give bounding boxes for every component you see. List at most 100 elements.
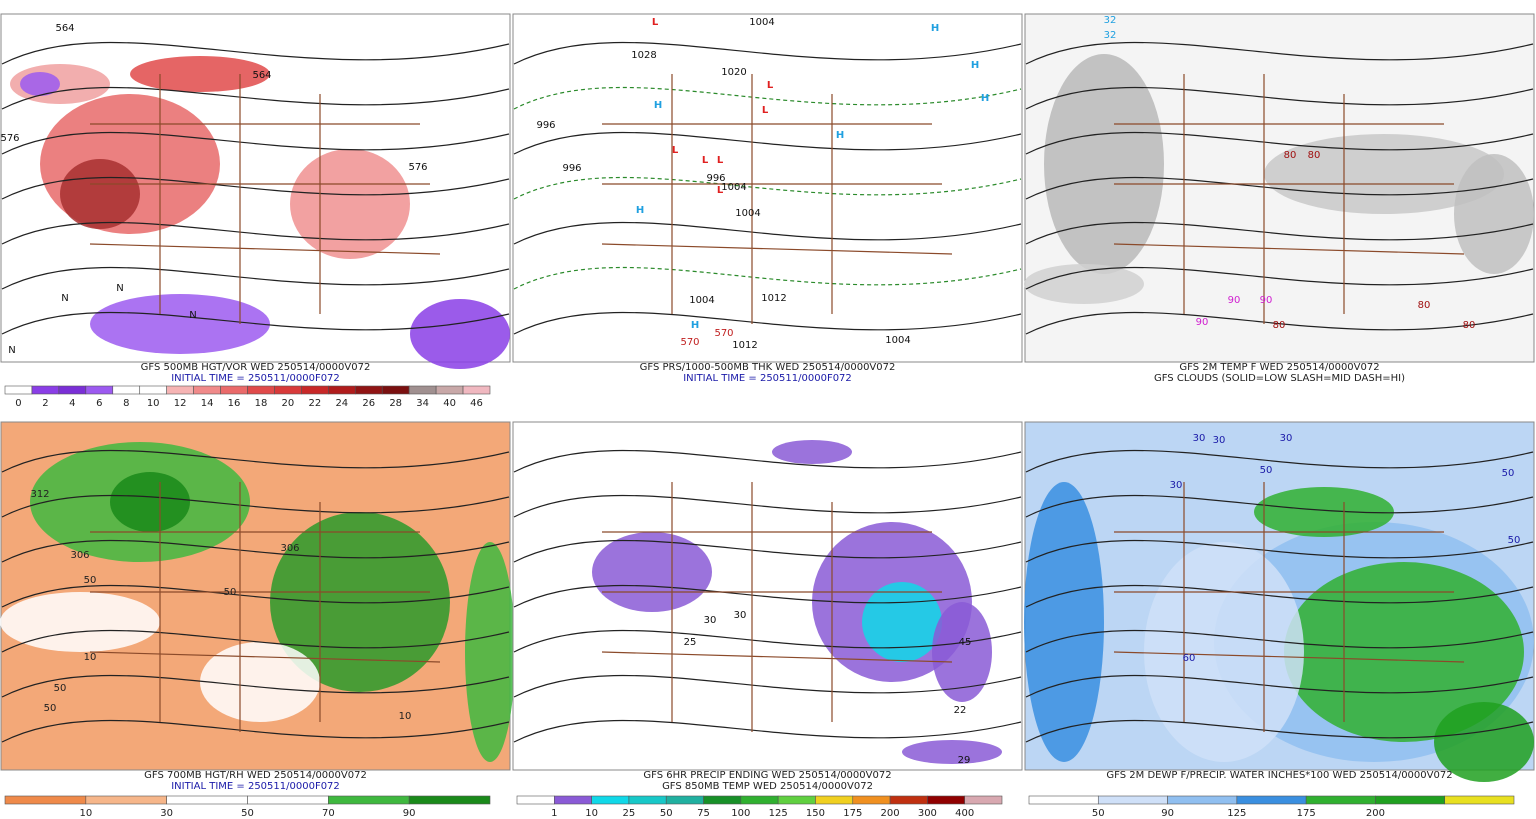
map-label: 30 [704, 615, 717, 626]
colorbar-label: 26 [362, 398, 375, 409]
colorbar-label: 0 [15, 398, 21, 409]
colorbar-label: 34 [416, 398, 429, 409]
contour-line [1, 176, 510, 200]
colorbar-swatch [31, 385, 60, 395]
contour-line [513, 674, 1022, 698]
colorbar-swatch [166, 385, 194, 395]
caption-subtitle: GFS CLOUDS (SOLID=LOW SLASH=MID DASH=HI) [1154, 373, 1405, 384]
colorbar-label: 50 [241, 808, 254, 819]
colorbar-swatch [815, 795, 854, 805]
map-label: N [189, 310, 196, 321]
map-label: 312 [30, 489, 49, 500]
contour-line [1025, 539, 1534, 563]
colorbar-label: 10 [585, 808, 598, 819]
map-label: 306 [70, 550, 89, 561]
map-label: H [931, 23, 939, 34]
panel: 25 30 45 22 29 30 GFS 6HR PRECIP ENDING WED 25… [512, 421, 1023, 819]
state-borders [601, 482, 953, 732]
colorbar-label: 400 [955, 808, 974, 819]
colorbar-label: 90 [403, 808, 416, 819]
map-label: 1004 [749, 17, 774, 28]
state-borders [89, 74, 441, 324]
contour-line [513, 494, 1022, 518]
map-label: 50 [1260, 465, 1273, 476]
field-shading [1254, 487, 1394, 537]
colorbar-swatch [381, 385, 410, 395]
map-label: 1028 [631, 50, 656, 61]
map-label: H [636, 205, 644, 216]
caption-title: GFS 500MB HGT/VOR WED 250514/0000V072 [141, 362, 371, 373]
colorbar-label: 14 [201, 398, 214, 409]
colorbar-swatch [4, 385, 33, 395]
colorbar-swatch [328, 385, 356, 395]
colorbar-label: 300 [918, 808, 937, 819]
contour-line [1025, 584, 1534, 608]
map-label: 50 [44, 703, 57, 714]
map-label: 50 [224, 587, 237, 598]
colorbar-swatch [408, 385, 437, 395]
map-label: 30 [1193, 433, 1206, 444]
colorbar-swatch [889, 795, 928, 805]
map-label: 90 [1260, 295, 1273, 306]
map-label: 29 [958, 755, 971, 766]
contour-line [513, 584, 1022, 608]
colorbar-label: 8 [123, 398, 129, 409]
map-label: 50 [54, 683, 67, 694]
field-shading [200, 642, 320, 722]
colorbar-swatch [85, 385, 114, 395]
contour-line [1, 266, 510, 290]
caption-subtitle: INITIAL TIME = 250511/0000F072 [683, 373, 852, 384]
map-label: 80 [1284, 150, 1297, 161]
map-label: 50 [1502, 468, 1515, 479]
colorbar-label: 24 [335, 398, 348, 409]
colorbar-swatch [274, 385, 302, 395]
contour-line [1, 674, 510, 698]
map-label: 1020 [721, 67, 746, 78]
colorbar-label: 18 [255, 398, 268, 409]
map-label: 996 [536, 120, 555, 131]
map-label: 564 [252, 70, 271, 81]
contour-line [1025, 176, 1534, 200]
colorbar-swatch [220, 385, 248, 395]
panel: 564 564 576 576 N N N N GFS 500MB HGT/VOR WED 25… [0, 13, 511, 409]
colorbar-swatch [1028, 795, 1099, 805]
map-label: N [116, 283, 123, 294]
colorbar-label: 90 [1161, 808, 1174, 819]
colorbar-swatch [554, 795, 592, 805]
colorbar-label: 25 [623, 808, 636, 819]
map-label: H [691, 320, 699, 331]
contour-line [1, 131, 510, 155]
contour-line [1, 86, 510, 110]
state-borders [1113, 74, 1465, 324]
colorbar-label: 20 [282, 398, 295, 409]
colorbar-label: 10 [79, 808, 92, 819]
colorbar-swatch [462, 385, 491, 395]
map-label: 570 [680, 337, 699, 348]
colorbar-label: 10 [147, 398, 160, 409]
map-label: 30 [1280, 433, 1293, 444]
field-shading [130, 56, 270, 92]
contour-line [1025, 629, 1534, 653]
state-borders [89, 482, 441, 732]
colorbar-swatch [927, 795, 965, 805]
colorbar-label: 100 [731, 808, 750, 819]
caption-title: GFS 700MB HGT/RH WED 250514/0000V072 [144, 770, 367, 781]
colorbar-swatch [628, 795, 667, 805]
map-label: 1004 [885, 335, 910, 346]
contour-line [1, 584, 510, 608]
map-label: 996 [562, 163, 581, 174]
colorbar-swatch [193, 385, 221, 395]
map-label: N [61, 293, 68, 304]
field-shading [410, 299, 510, 369]
colorbar-label: 200 [881, 808, 900, 819]
map-label: 10 [399, 711, 412, 722]
colorbar-swatch [139, 385, 167, 395]
map-label: L [652, 17, 659, 28]
contour-line [513, 629, 1022, 653]
map-label: 1012 [732, 340, 757, 351]
colorbar-label: 175 [843, 808, 862, 819]
field-shading [772, 440, 852, 464]
contour-line [1025, 41, 1534, 65]
colorbar-swatch [112, 385, 141, 395]
contour-line [513, 719, 1022, 743]
